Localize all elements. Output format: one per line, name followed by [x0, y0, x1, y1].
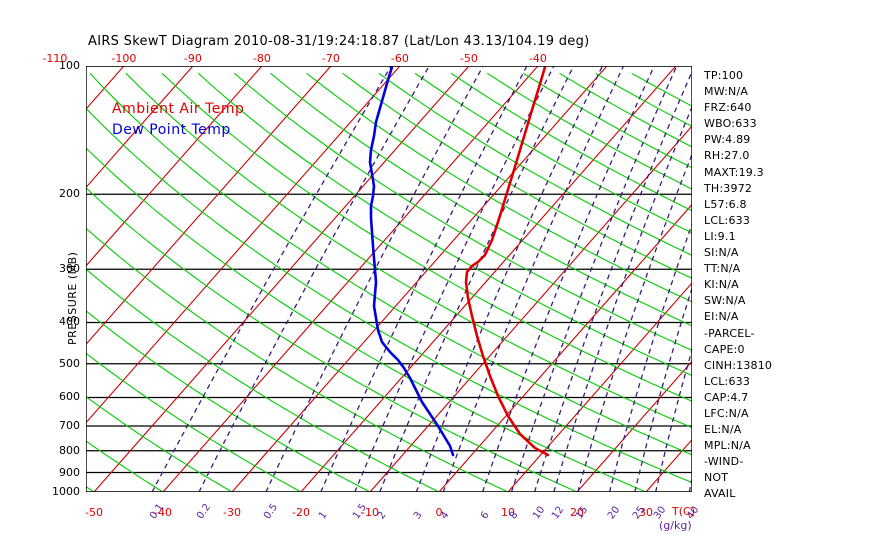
- parameter-item-13: KI:N/A: [704, 278, 739, 292]
- parameter-item-4: PW:4.89: [704, 133, 751, 147]
- parameter-item-9: LCL:633: [704, 213, 751, 227]
- parameter-item-0: TP:100: [704, 69, 744, 82]
- parameter-item-11: SI:N/A: [704, 246, 739, 260]
- mixing-ratio-tick-1: 1: [316, 509, 330, 522]
- y-axis-title: PRESSURE (MB): [66, 251, 79, 345]
- parameter-item-24: -WIND-: [704, 455, 744, 469]
- parameter-item-25: NOT: [704, 471, 729, 485]
- bottom-temp-tick-0: 0: [435, 506, 443, 519]
- legend-dew-point-temp: Dew Point Temp: [112, 122, 231, 138]
- mixing-ratio-tick-12: 12: [549, 504, 567, 522]
- top-temp-tick--60: -60: [390, 52, 409, 65]
- parameter-item-6: MAXT:19.3: [704, 165, 764, 179]
- mixing-ratio-tick-3: 3: [412, 509, 425, 522]
- page-title: AIRS SkewT Diagram 2010-08-31/19:24:18.8…: [88, 34, 590, 49]
- pressure-tick-1000: 1000: [52, 485, 80, 498]
- bottom-temp-tick-10: 10: [501, 506, 515, 519]
- mixing-ratio-tick-8: 8: [507, 509, 521, 522]
- skewt-plot-area: [86, 66, 692, 492]
- mixing-ratio-tick-20: 20: [605, 504, 622, 522]
- parameter-item-23: MPL:N/A: [704, 439, 751, 453]
- bottom-temp-tick--10: -10: [361, 506, 379, 519]
- parameter-item-17: CAPE:0: [704, 342, 745, 356]
- pressure-tick-600: 600: [59, 390, 80, 404]
- mixing-ratio-tick-0p5: 0.5: [261, 501, 281, 522]
- bottom-temp-tick--40: -40: [154, 506, 172, 519]
- mixing-ratio-tick-0p2: 0.2: [194, 501, 214, 522]
- parameter-item-15: EI:N/A: [704, 310, 739, 324]
- bottom-temp-tick-20: 20: [570, 506, 584, 519]
- parameter-item-3: WBO:633: [704, 117, 757, 131]
- pressure-tick-500: 500: [59, 356, 80, 370]
- mixing-ratio-tick-2: 2: [375, 509, 389, 522]
- top-temp-tick--120: -120: [0, 52, 8, 65]
- bottom-temp-tick--30: -30: [223, 506, 241, 519]
- top-temp-tick--80: -80: [252, 52, 271, 65]
- parameter-item-21: LFC:N/A: [704, 406, 749, 420]
- parameter-item-26: AVAIL: [704, 487, 736, 501]
- mixing-ratio-tick-25: 25: [630, 504, 648, 522]
- bottom-temp-tick--20: -20: [292, 506, 310, 519]
- parameter-item-10: LI:9.1: [704, 229, 736, 243]
- mixing-ratio-tick-0p1: 0.1: [148, 501, 167, 522]
- mixing-ratio-tick-4: 4: [439, 509, 452, 522]
- dewpoint-profile-line: [368, 66, 455, 457]
- top-temp-tick--90: -90: [183, 52, 202, 65]
- parameter-item-5: RH:27.0: [704, 149, 750, 163]
- parameter-item-20: CAP:4.7: [704, 390, 749, 404]
- x-axis-title-temperature: T(C): [672, 505, 695, 518]
- pressure-tick-100: 100: [59, 59, 80, 72]
- top-temp-tick--110: -110: [42, 52, 68, 65]
- parameter-item-8: L57:6.8: [704, 197, 747, 211]
- mixing-ratio-tick-15: 15: [573, 504, 591, 522]
- temperature-profile-line: [464, 66, 550, 457]
- legend-ambient-air-temp: Ambient Air Temp: [112, 101, 245, 117]
- pressure-tick-700: 700: [59, 419, 80, 432]
- pressure-tick-200: 200: [59, 187, 80, 201]
- parameter-panel: TP:100 MW:N/A FRZ:640 WBO:633 PW:4.89 RH:27.0…: [704, 68, 864, 503]
- bottom-temp-tick--50: -50: [85, 506, 103, 519]
- x-axis-title-mixing-ratio: (g/kg): [659, 519, 692, 532]
- parameter-item-16: -PARCEL-: [704, 326, 755, 340]
- parameter-item-2: FRZ:640: [704, 101, 752, 115]
- top-temp-tick--50: -50: [459, 52, 478, 65]
- parameter-item-14: SW:N/A: [704, 294, 746, 308]
- top-temp-tick--100: -100: [111, 52, 137, 65]
- mixing-ratio-tick-10: 10: [530, 504, 547, 522]
- parameter-item-19: LCL:633: [704, 374, 751, 388]
- parameter-item-7: TH:3972: [704, 181, 753, 195]
- mixing-ratio-tick-6: 6: [478, 509, 492, 522]
- parameter-item-18: CINH:13810: [704, 358, 773, 372]
- bottom-temp-tick-30: 30: [639, 506, 653, 519]
- parameter-item-1: MW:N/A: [704, 85, 749, 99]
- top-temp-tick--70: -70: [321, 52, 340, 65]
- parameter-item-12: TT:N/A: [704, 262, 741, 276]
- pressure-tick-900: 900: [59, 465, 80, 479]
- parameter-item-22: EL:N/A: [704, 423, 742, 437]
- top-temp-tick--40: -40: [528, 52, 547, 65]
- pressure-tick-800: 800: [59, 443, 80, 457]
- mixing-ratio-tick-1p5: 1.5: [350, 501, 369, 522]
